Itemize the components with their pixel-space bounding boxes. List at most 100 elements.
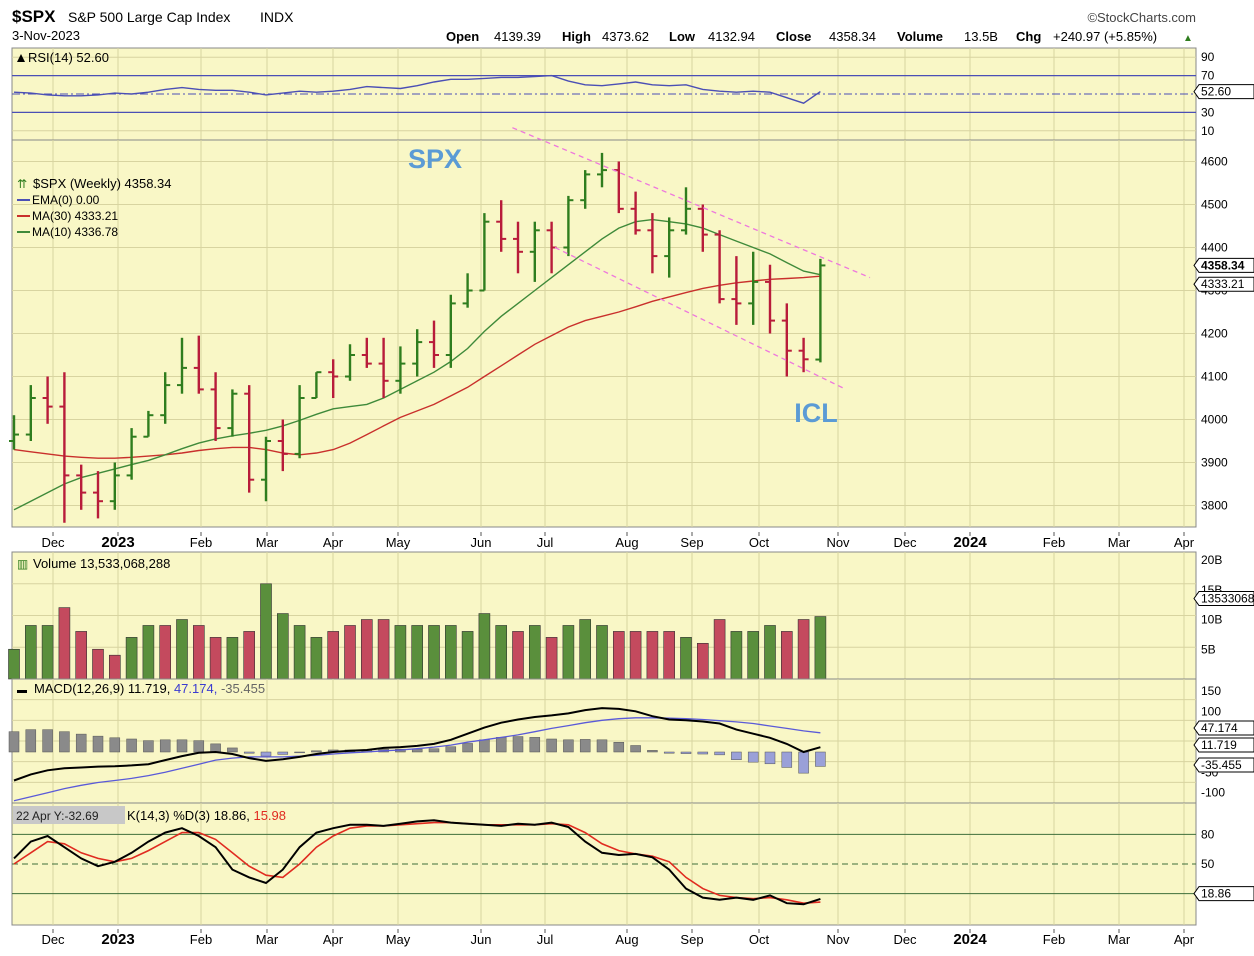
volume-bar	[361, 620, 372, 680]
macd-histogram-bar	[681, 752, 691, 754]
x-axis-top-label: Jun	[471, 535, 492, 550]
volume-bar	[143, 625, 154, 679]
rsi-tick-label: 10	[1201, 124, 1215, 138]
volume-bar	[697, 643, 708, 679]
x-axis-bottom-label: Nov	[826, 932, 850, 947]
volume-bar	[126, 637, 137, 679]
macd-legend: MACD(12,26,9) 11.719, 47.174, -35.455	[34, 681, 265, 696]
macd-histogram-bar	[244, 752, 254, 753]
volume-bar	[412, 625, 423, 679]
x-axis-top-label: Feb	[1043, 535, 1065, 550]
macd-histogram-bar	[530, 737, 540, 752]
x-axis-top-label: May	[386, 535, 411, 550]
stoch-tick-label: 80	[1201, 827, 1215, 841]
crosshair-readout-label: 22 Apr Y:-32.69	[16, 809, 99, 823]
x-axis-top-label: Oct	[749, 535, 770, 550]
indicator-legend-2: MA(10) 4336.78	[32, 225, 118, 239]
volume-bar	[529, 625, 540, 679]
x-axis-top-label: Aug	[615, 535, 638, 550]
volume-bar	[429, 625, 440, 679]
macd-histogram-bar	[76, 734, 86, 752]
volume-bar	[798, 620, 809, 680]
macd-histogram-bar	[631, 745, 641, 752]
macd-tick-label: 150	[1201, 684, 1221, 698]
volume-bar	[395, 625, 406, 679]
x-axis-bottom-label: Apr	[1174, 932, 1195, 947]
ohlc-summary: Open 4139.39 High 4373.62 Low 4132.94 Cl…	[446, 29, 1193, 44]
chg-value: +240.97 (+5.85%)	[1053, 29, 1157, 44]
macd-legend-icon: ▬	[17, 685, 27, 696]
price-bars-icon: ⇈	[17, 177, 27, 191]
volume-bar	[244, 631, 255, 679]
volume-bar	[445, 625, 456, 679]
price-tick-label: 4000	[1201, 413, 1228, 427]
macd-histogram-bar	[614, 742, 624, 752]
stoch-legend-prefix: K(14,3) %D(3)	[127, 808, 214, 823]
x-axis-bottom-label: Feb	[190, 932, 212, 947]
x-axis-top-label: Mar	[256, 535, 279, 550]
icl-annotation: ICL	[794, 398, 838, 428]
macd-histogram-bar	[782, 752, 792, 767]
volume-bar	[25, 625, 36, 679]
price-tick-label: 4100	[1201, 370, 1228, 384]
macd-legend-signal: 47.174,	[174, 681, 221, 696]
open-label: Open	[446, 29, 479, 44]
volume-bar	[731, 631, 742, 679]
x-axis-bottom-label: Feb	[1043, 932, 1065, 947]
stoch-legend: K(14,3) %D(3) 18.86, 15.98	[127, 808, 286, 823]
spx-annotation: SPX	[408, 144, 462, 174]
x-axis-bottom-label: 2023	[101, 931, 134, 948]
rsi-tick-label: 70	[1201, 69, 1215, 83]
rsi-tick-label: 30	[1201, 105, 1215, 119]
macd-histogram-bar	[261, 752, 271, 756]
price-tick-label: 4400	[1201, 241, 1228, 255]
x-axis-bottom-label: Apr	[323, 932, 344, 947]
price-tick-label: 3900	[1201, 456, 1228, 470]
macd-legend-macd: 11.719,	[128, 681, 174, 696]
macd-legend-prefix: MACD(12,26,9)	[34, 681, 128, 696]
macd-histogram-bar	[43, 730, 53, 752]
macd-tick-label: -100	[1201, 786, 1225, 800]
stoch-last-value-tag-label: 18.86	[1201, 887, 1231, 901]
volume-bar	[345, 625, 356, 679]
macd-histogram-bar	[446, 747, 456, 752]
volume-bar	[93, 649, 104, 679]
macd-histogram-bar	[731, 752, 741, 760]
volume-bar	[109, 655, 120, 679]
volume-bar	[613, 631, 624, 679]
volume-bar	[546, 637, 557, 679]
volume-tick-label: 5B	[1201, 642, 1216, 656]
volume-bar	[681, 637, 692, 679]
volume-label: Volume	[897, 29, 943, 44]
macd-histogram-bar	[580, 739, 590, 752]
macd-histogram-bar	[429, 749, 439, 752]
volume-bar	[277, 614, 288, 679]
volume-bar	[513, 631, 524, 679]
macd-histogram-bar	[479, 740, 489, 752]
x-axis-top-label: Nov	[826, 535, 850, 550]
volume-tick-label: 20B	[1201, 553, 1222, 567]
macd-histogram-bar	[194, 741, 204, 752]
brand-text: ©StockCharts.com	[1087, 10, 1196, 25]
x-axis-top-label: Dec	[41, 535, 65, 550]
x-axis-top-label: Apr	[323, 535, 344, 550]
indicator-legend-0: EMA(0) 0.00	[32, 193, 100, 207]
macd-histogram-bar	[311, 751, 321, 752]
volume-bar	[210, 637, 221, 679]
high-label: High	[562, 29, 591, 44]
volume-bar	[261, 584, 272, 679]
x-axis-bottom-label: Oct	[749, 932, 770, 947]
rsi-last-value-tag-label: 52.60	[1201, 85, 1231, 99]
macd-histogram-bar	[127, 739, 137, 752]
volume-bar	[328, 631, 339, 679]
macd-histogram-bar	[765, 752, 775, 764]
x-axis-bottom-label: Sep	[680, 932, 703, 947]
rsi-legend: RSI(14) 52.60	[28, 50, 109, 65]
x-axis-bottom-label: Dec	[893, 932, 917, 947]
volume-bar	[765, 625, 776, 679]
volume-bar	[664, 631, 675, 679]
volume-bar	[496, 625, 507, 679]
